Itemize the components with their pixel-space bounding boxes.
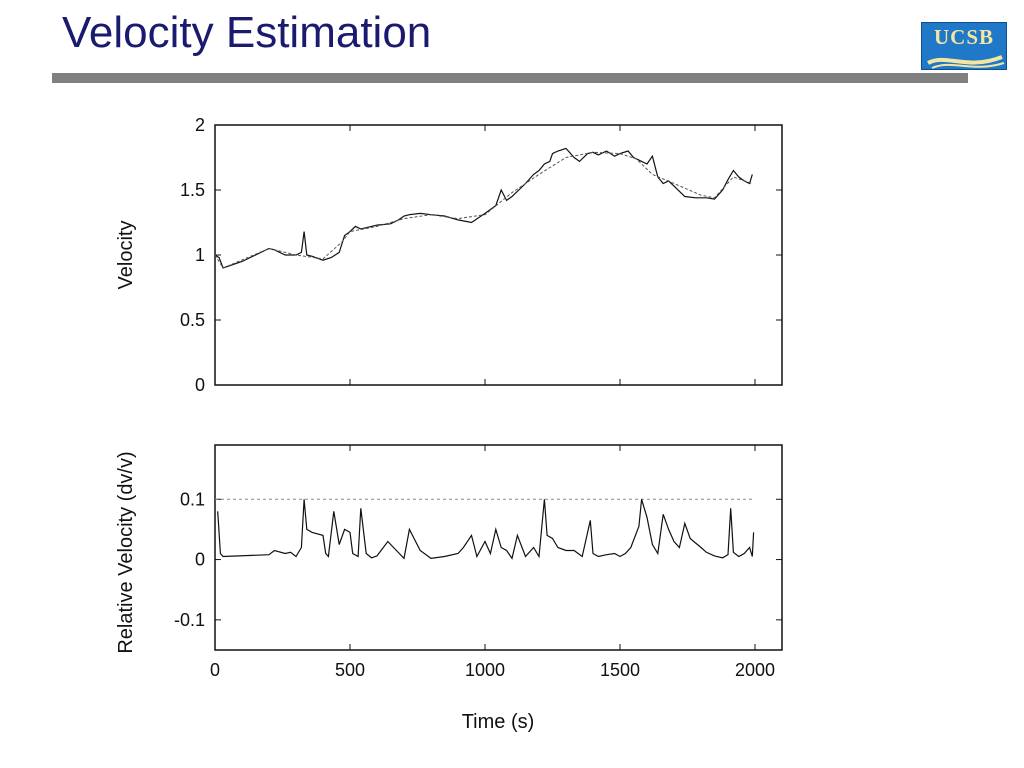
y-tick-label: 1 (195, 245, 205, 265)
series-line-dotted (214, 151, 753, 269)
x-tick-label: 500 (335, 660, 365, 680)
velocity-panel: 0 0.5 1 1.5 2 (180, 115, 783, 395)
y-tick-label: -0.1 (174, 610, 205, 630)
x-tick-label: 1500 (600, 660, 640, 680)
y-tick-label: 0.1 (180, 489, 205, 509)
relative-velocity-panel: -0.1 0 0.1 0 500 1000 1500 2000 (174, 444, 783, 680)
velocity-axis-label: Velocity (115, 221, 137, 290)
plot-frame (214, 124, 783, 386)
title-divider (52, 73, 968, 83)
y-tick-label: 1.5 (180, 180, 205, 200)
ucsb-logo: UCSB (921, 22, 1007, 70)
series-line (217, 499, 755, 560)
logo-wave-icon (927, 55, 1005, 69)
y-tick-label: 0 (195, 375, 205, 395)
relative-velocity-axis-label: Relative Velocity (dv/v) (115, 451, 137, 653)
x-tick-label: 2000 (735, 660, 775, 680)
series-line (214, 147, 753, 269)
y-tick-label: 0.5 (180, 310, 205, 330)
y-tick-label: 2 (195, 115, 205, 135)
logo-text: UCSB (933, 25, 995, 49)
plot-frame (214, 444, 783, 651)
time-axis-label: Time (s) (462, 711, 535, 733)
x-tick-label: 1000 (465, 660, 505, 680)
y-tick-label: 0 (195, 550, 205, 570)
slide-title: Velocity Estimation (62, 8, 432, 57)
x-tick-label: 0 (210, 660, 220, 680)
